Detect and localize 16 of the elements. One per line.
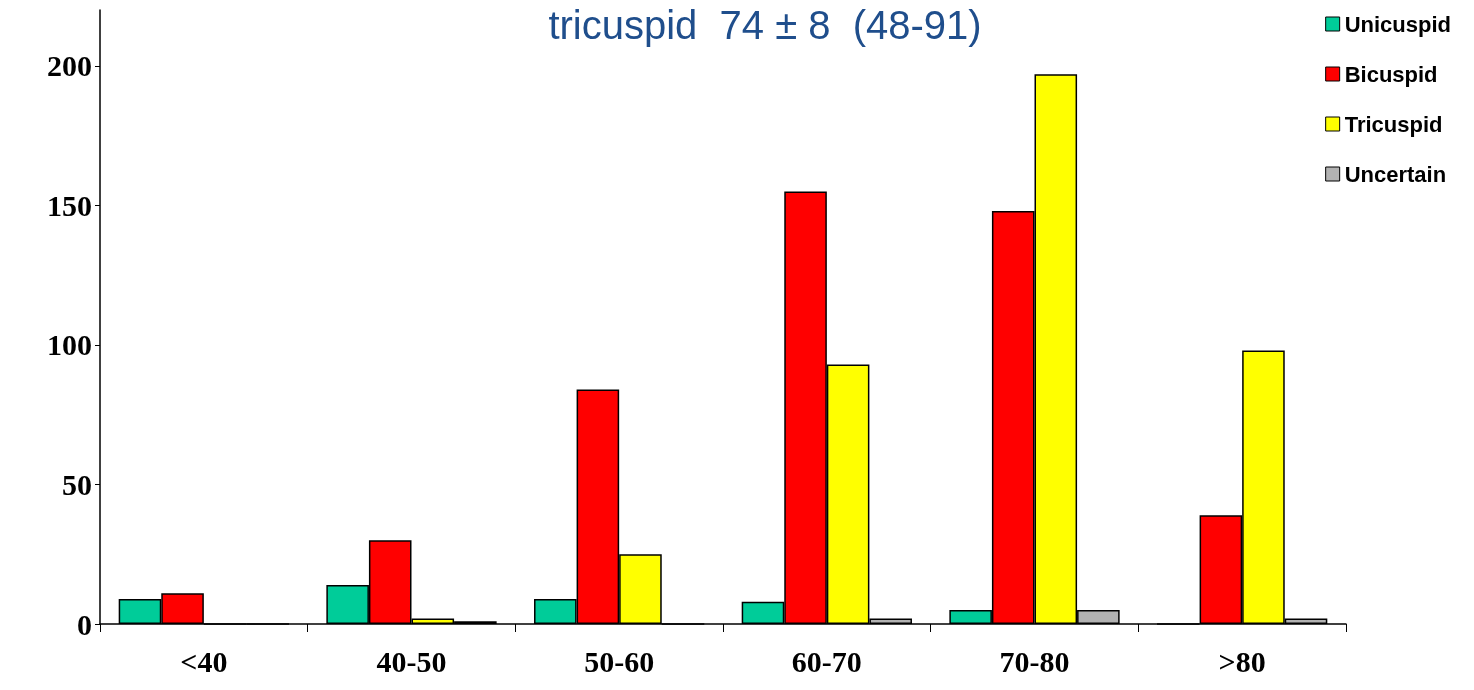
- legend-label: Unicuspid: [1344, 11, 1452, 37]
- y-tick-label: 50: [62, 467, 92, 501]
- x-tick-label: 40-50: [376, 644, 447, 678]
- legend-label: Bicuspid: [1344, 61, 1438, 87]
- y-tick-label: 0: [77, 607, 92, 641]
- y-tick-label: 100: [47, 328, 92, 362]
- x-tick-label: <40: [180, 644, 228, 678]
- x-tick-label: 60-70: [791, 644, 862, 678]
- legend-label: Tricuspid: [1344, 111, 1443, 137]
- x-tick-label: 50-60: [584, 644, 655, 678]
- chart-title: tricuspid 74 ± 8 (48-91): [548, 3, 982, 47]
- y-tick-label: 150: [47, 188, 92, 222]
- legend-label: Uncertain: [1344, 161, 1447, 187]
- x-tick-label: 70-80: [999, 644, 1070, 678]
- x-tick-label: >80: [1218, 644, 1266, 678]
- y-tick-label: 200: [47, 49, 92, 83]
